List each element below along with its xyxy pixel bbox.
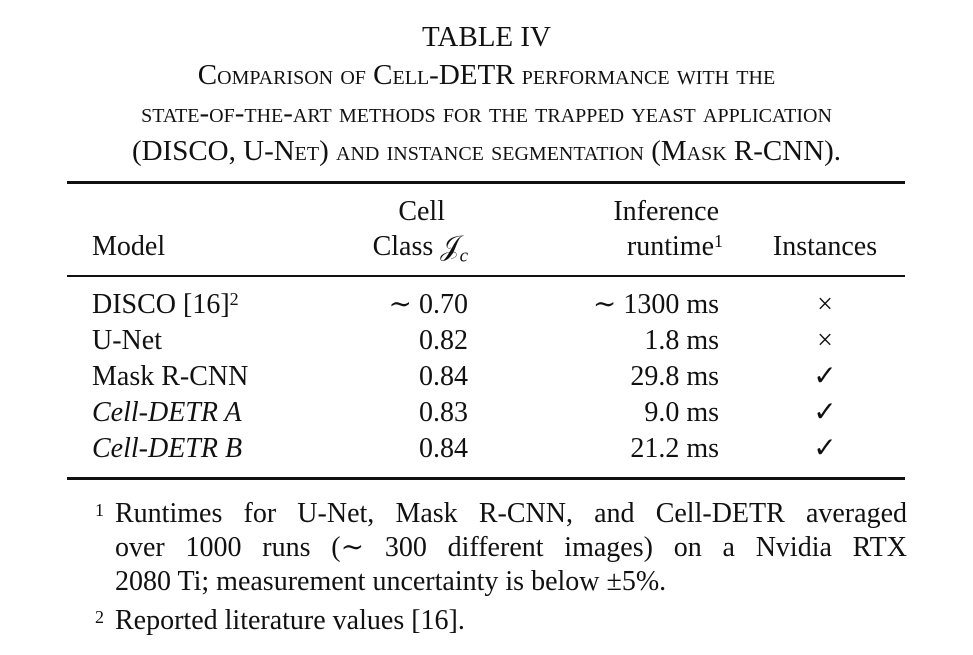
- header-rule: [67, 275, 905, 277]
- caption-line-1: Comparison of Cell-DETR performance with…: [197, 59, 776, 91]
- row-cell-class: 0.84: [419, 361, 468, 392]
- row-instances: ✓: [813, 433, 837, 464]
- row-cell-class: 0.84: [419, 433, 468, 464]
- row-instances: ✓: [813, 361, 837, 392]
- row-instances: ×: [817, 325, 833, 356]
- row-runtime: 1.8 ms: [644, 325, 719, 356]
- header-cell-subscript: c: [459, 245, 468, 267]
- header-runtime-top: Inference: [613, 196, 719, 227]
- footnote-text-line: Reported literature values [16].: [115, 605, 465, 636]
- row-cell-class: ∼ 0.70: [388, 289, 468, 320]
- header-runtime-bottom: runtime1: [626, 231, 723, 262]
- row-runtime: 29.8 ms: [630, 361, 719, 392]
- table-caption: TABLE IV Comparison of Cell-DETR perform…: [0, 18, 973, 170]
- row-model: Mask R-CNN: [92, 361, 249, 392]
- row-cell-class: 0.82: [419, 325, 468, 356]
- header-instances: Instances: [772, 231, 878, 262]
- row-cell-class: 0.83: [419, 397, 468, 428]
- top-rule: [67, 181, 905, 184]
- footnote-mark: 2: [95, 607, 104, 627]
- row-runtime: ∼ 1300 ms: [592, 289, 719, 320]
- table-number: TABLE IV: [422, 21, 551, 53]
- header-cell-bottom: Class 𝒥c: [372, 231, 468, 267]
- footnote-1: 1 Runtimes for U-Net, Mask R-CNN, and Ce…: [95, 497, 907, 599]
- footnote-text-line: Runtimes for U-Net, Mask R-CNN, and Cell…: [115, 498, 907, 529]
- row-model: Cell-DETR B: [92, 433, 243, 464]
- footnote-mark: 1: [95, 500, 104, 520]
- bottom-rule: [67, 477, 905, 480]
- row-runtime: 9.0 ms: [644, 397, 719, 428]
- header-model: Model: [92, 231, 166, 262]
- row-model: DISCO [16]2: [92, 289, 239, 320]
- row-model-footnote-mark: 2: [229, 289, 239, 309]
- row-model: Cell-DETR A: [92, 397, 242, 428]
- row-runtime: 21.2 ms: [630, 433, 719, 464]
- row-model: U-Net: [92, 325, 162, 356]
- caption-line-2: state-of-the-art methods for the trapped…: [141, 97, 832, 129]
- footnote-text-line: over 1000 runs (∼ 300 different images) …: [115, 532, 907, 563]
- row-instances: ✓: [813, 397, 837, 428]
- header-runtime-footnote-mark: 1: [714, 231, 723, 251]
- footnote-text-line: 2080 Ti; measurement uncertainty is belo…: [115, 566, 667, 597]
- footnote-2: 2 Reported literature values [16].: [95, 604, 907, 638]
- header-cell-top: Cell: [398, 196, 445, 227]
- row-instances: ×: [817, 289, 833, 320]
- caption-line-3: (DISCO, U-Net) and instance segmentation…: [131, 135, 842, 167]
